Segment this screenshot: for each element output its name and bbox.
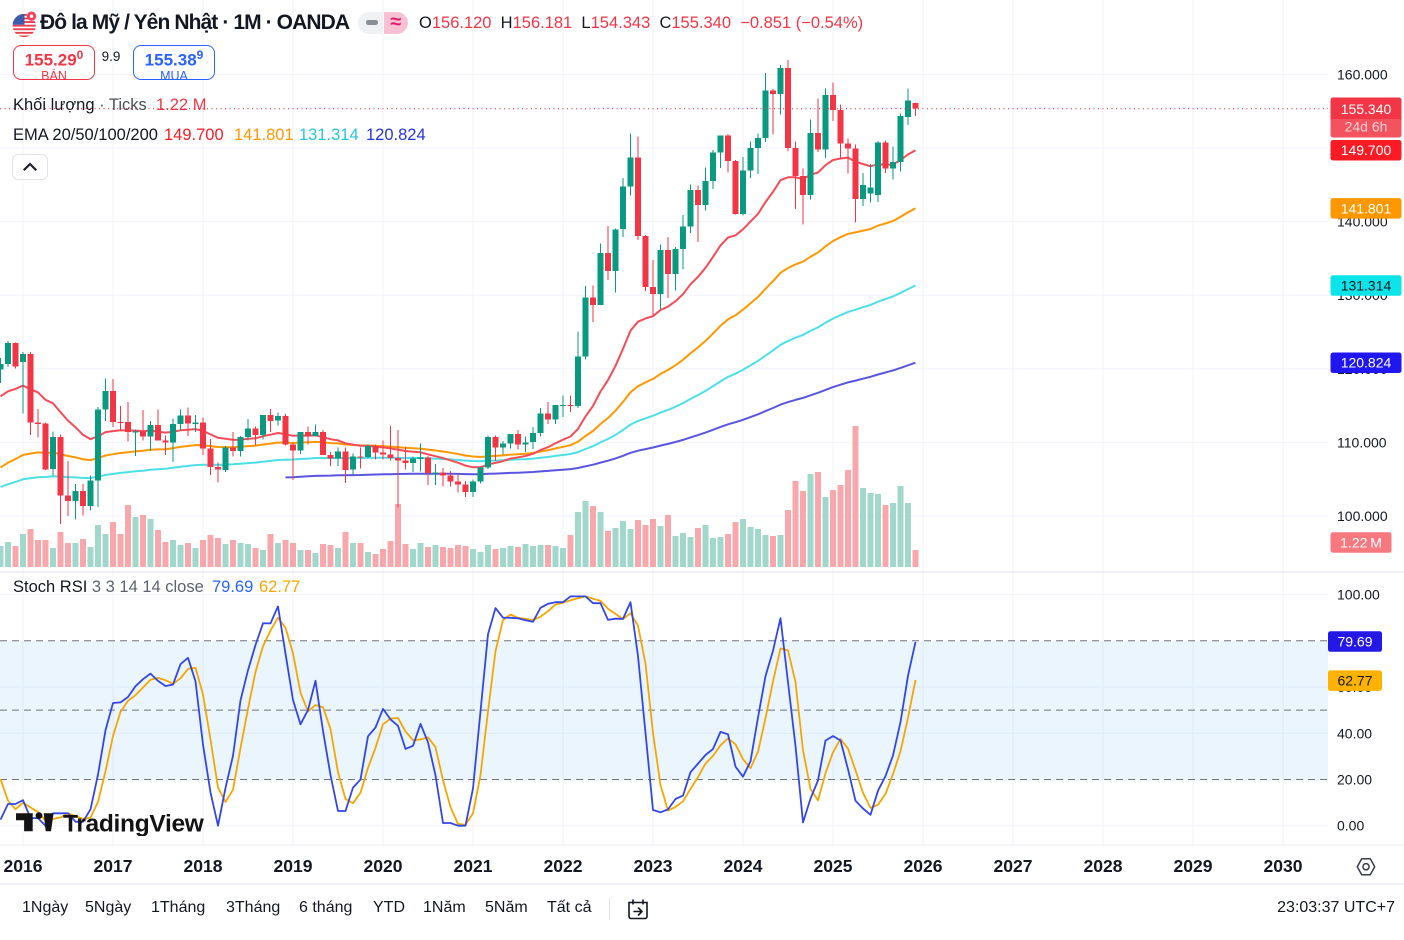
- svg-text:2029: 2029: [1174, 856, 1213, 876]
- svg-text:2016: 2016: [4, 856, 43, 876]
- svg-text:2028: 2028: [1084, 856, 1123, 876]
- svg-text:79.69: 79.69: [1337, 634, 1372, 650]
- svg-text:155.340: 155.340: [1341, 101, 1392, 117]
- svg-text:0.00: 0.00: [1337, 818, 1364, 834]
- svg-text:100.000: 100.000: [1337, 508, 1388, 524]
- svg-text:40.00: 40.00: [1337, 725, 1372, 741]
- svg-text:TradingView: TradingView: [63, 811, 205, 837]
- svg-text:120.824: 120.824: [1341, 355, 1392, 371]
- svg-text:24d 6h: 24d 6h: [1345, 119, 1388, 135]
- svg-text:149.700: 149.700: [1341, 142, 1392, 158]
- svg-text:2026: 2026: [904, 856, 943, 876]
- svg-text:110.000: 110.000: [1337, 434, 1387, 450]
- svg-text:2021: 2021: [454, 856, 493, 876]
- svg-text:20.00: 20.00: [1337, 772, 1372, 788]
- svg-text:2027: 2027: [994, 856, 1033, 876]
- svg-text:2017: 2017: [94, 856, 133, 876]
- svg-text:1.22 M: 1.22 M: [1340, 535, 1382, 551]
- svg-text:2023: 2023: [634, 856, 673, 876]
- svg-text:2030: 2030: [1264, 856, 1303, 876]
- svg-text:2020: 2020: [364, 856, 403, 876]
- svg-text:141.801: 141.801: [1341, 200, 1392, 216]
- svg-text:2025: 2025: [814, 856, 853, 876]
- svg-text:131.314: 131.314: [1341, 278, 1392, 294]
- svg-text:62.77: 62.77: [1337, 673, 1372, 689]
- svg-text:2024: 2024: [724, 856, 763, 876]
- svg-text:2019: 2019: [274, 856, 313, 876]
- svg-text:100.00: 100.00: [1337, 587, 1380, 603]
- svg-text:2018: 2018: [184, 856, 223, 876]
- svg-text:160.000: 160.000: [1337, 66, 1388, 82]
- svg-text:2022: 2022: [544, 856, 583, 876]
